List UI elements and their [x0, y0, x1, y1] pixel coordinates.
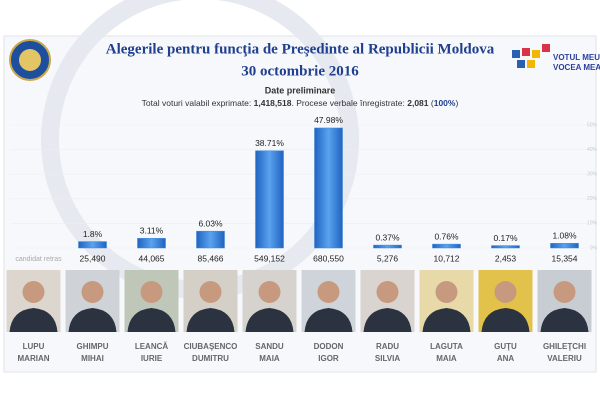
candidate-surname: LUPU	[23, 342, 45, 351]
candidate-surname: GHIMPU	[77, 342, 109, 351]
y-tick-label: 0%	[590, 245, 598, 251]
withdrawn-label: candidat retras	[15, 256, 62, 263]
y-tick-label: 30%	[587, 172, 598, 178]
candidate-surname: DODON	[314, 342, 344, 351]
value-label: 3.11%	[140, 226, 164, 236]
seal-center	[19, 49, 41, 71]
bar	[491, 245, 520, 249]
summary-part: (	[429, 98, 434, 108]
photo-head	[494, 281, 517, 303]
photo-head	[81, 281, 104, 303]
note: Date preliminare	[265, 85, 336, 95]
candidate-name: MIHAI	[81, 354, 104, 363]
chart-subtitle: 30 octombrie 2016	[241, 63, 359, 79]
photo-head	[435, 281, 458, 303]
photo-body	[422, 308, 471, 332]
bar	[196, 230, 225, 249]
candidate-name: DUMITRU	[192, 354, 229, 363]
vote-count: 2,453	[495, 253, 517, 263]
candidate-name: MARIAN	[18, 354, 50, 363]
summary-part: Total voturi valabil exprimate:	[142, 98, 254, 108]
bar	[373, 244, 402, 249]
candidate-name: VALERIU	[547, 354, 582, 363]
y-tick-label: 10%	[587, 221, 598, 227]
summary-part: 100%	[434, 98, 456, 108]
value-label: 1.08%	[552, 231, 577, 241]
photo-head	[140, 281, 163, 303]
value-label: 1.8%	[83, 229, 103, 239]
vote-count: 10,712	[434, 253, 460, 263]
photo-head	[317, 281, 340, 303]
photo-body	[363, 308, 412, 332]
candidate-surname: SANDU	[255, 342, 284, 351]
y-tick-label: 50%	[587, 122, 598, 128]
value-label: 47.98%	[314, 115, 343, 125]
photo-head	[258, 281, 281, 303]
photo-head	[199, 281, 222, 303]
bar	[78, 241, 107, 249]
candidate-name: IGOR	[318, 354, 339, 363]
photo-body	[127, 308, 176, 332]
bar	[255, 150, 284, 249]
photo-head	[553, 281, 576, 303]
candidate-name: MAIA	[436, 354, 457, 363]
summary-part: 1,418,518	[254, 98, 292, 108]
summary-part: . Procese verbale înregistrate:	[291, 98, 407, 108]
candidate-name: MAIA	[259, 354, 280, 363]
candidate-surname: GHILEŢCHI	[543, 342, 586, 351]
value-label: 0.17%	[493, 233, 518, 243]
candidate-surname: GUŢU	[494, 342, 517, 351]
value-label: 0.76%	[434, 231, 459, 241]
candidate-name: IURIE	[141, 354, 163, 363]
photo-body	[9, 308, 58, 332]
summary-part: 2,081	[407, 98, 429, 108]
photo-body	[245, 308, 294, 332]
photo-head	[376, 281, 399, 303]
bar	[314, 127, 343, 249]
vote-count: 549,152	[254, 253, 285, 263]
vote-count: 5,276	[377, 253, 399, 263]
logo-text: VOCEA MEA!	[553, 63, 600, 72]
vote-count: 15,354	[552, 253, 578, 263]
bar	[550, 243, 579, 249]
bar	[137, 238, 166, 249]
vote-count: 680,550	[313, 253, 344, 263]
y-tick-label: 20%	[587, 196, 598, 202]
value-label: 38.71%	[255, 138, 284, 148]
chart-title: Alegerile pentru funcţia de Preşedinte a…	[106, 41, 495, 57]
vote-logo	[512, 44, 550, 68]
photo-body	[68, 308, 117, 332]
photo-body	[304, 308, 353, 332]
photo-body	[186, 308, 235, 332]
value-label: 6.03%	[198, 218, 223, 228]
vote-count: 44,065	[139, 253, 165, 263]
candidate-surname: CIUBAŞENCO	[184, 342, 238, 351]
summary-part: )	[455, 98, 458, 108]
y-tick-label: 40%	[587, 147, 598, 153]
candidate-surname: LEANCĂ	[135, 342, 169, 351]
candidate-surname: LAGUTA	[430, 342, 463, 351]
candidate-name: ANA	[497, 354, 515, 363]
value-label: 0.37%	[375, 232, 400, 242]
photo-body	[481, 308, 530, 332]
vote-count: 25,490	[80, 253, 106, 263]
candidate-surname: RADU	[376, 342, 399, 351]
logo-text: VOTUL MEU,	[553, 53, 600, 62]
photo-body	[540, 308, 589, 332]
candidate-name: SILVIA	[375, 354, 400, 363]
summary: Total voturi valabil exprimate: 1,418,51…	[142, 98, 459, 108]
bar	[432, 243, 461, 249]
vote-count: 85,466	[198, 253, 224, 263]
photo-head	[22, 281, 45, 303]
